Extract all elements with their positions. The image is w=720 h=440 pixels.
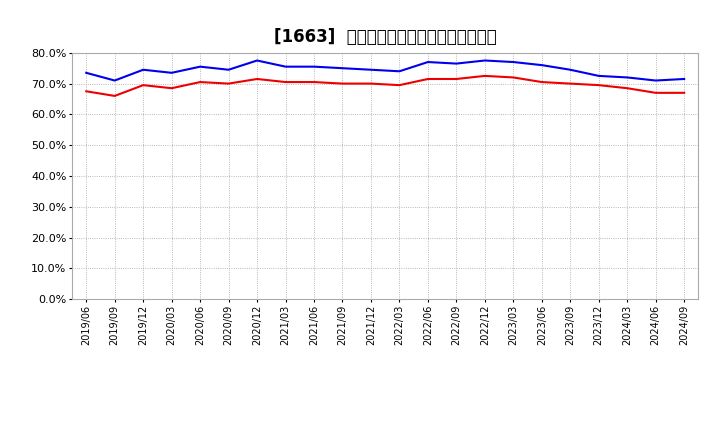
固定長期適合率 [310,79,318,84]
固定比率 [82,70,91,75]
固定比率 [480,58,489,63]
固定比率 [509,59,518,65]
固定比率 [167,70,176,75]
固定長期適合率 [652,90,660,95]
固定比率 [338,66,347,71]
固定比率 [652,78,660,83]
固定比率 [395,69,404,74]
固定長期適合率 [225,81,233,86]
固定長期適合率 [423,77,432,82]
固定長期適合率 [196,79,204,84]
固定長期適合率 [253,77,261,82]
固定長期適合率 [110,93,119,99]
固定長期適合率 [338,81,347,86]
固定比率 [110,78,119,83]
固定長期適合率 [167,85,176,91]
固定比率 [253,58,261,63]
固定比率 [452,61,461,66]
固定比率 [623,75,631,80]
固定比率 [680,77,688,82]
固定比率 [566,67,575,72]
固定比率 [139,67,148,72]
固定長期適合率 [566,81,575,86]
固定比率 [196,64,204,69]
固定比率 [225,67,233,72]
固定比率 [366,67,375,72]
固定長期適合率 [680,90,688,95]
Line: 固定比率: 固定比率 [86,60,684,81]
固定長期適合率 [82,88,91,94]
固定長期適合率 [509,75,518,80]
固定比率 [423,59,432,65]
固定長期適合率 [537,79,546,84]
固定比率 [537,62,546,68]
固定長期適合率 [139,83,148,88]
固定比率 [595,73,603,78]
Line: 固定長期適合率: 固定長期適合率 [86,76,684,96]
固定比率 [310,64,318,69]
Title: [1663]  固定比率、固定長期適合率の推移: [1663] 固定比率、固定長期適合率の推移 [274,28,497,46]
固定長期適合率 [595,83,603,88]
固定長期適合率 [282,79,290,84]
固定長期適合率 [452,77,461,82]
固定長期適合率 [623,85,631,91]
固定長期適合率 [366,81,375,86]
固定比率 [282,64,290,69]
固定長期適合率 [395,83,404,88]
固定長期適合率 [480,73,489,78]
